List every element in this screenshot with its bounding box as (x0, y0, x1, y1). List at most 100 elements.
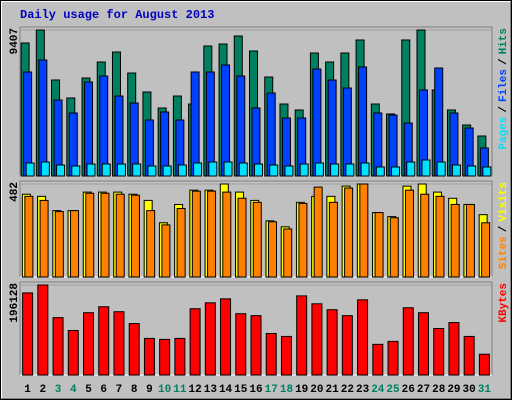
bar (420, 193, 430, 278)
bar (159, 338, 171, 376)
bar (266, 92, 276, 177)
bar (25, 162, 35, 177)
x-tick-label: 12 (188, 384, 201, 396)
bar (451, 164, 461, 177)
x-tick-label: 13 (204, 384, 218, 396)
bar (191, 190, 201, 278)
x-tick-label: 30 (463, 384, 476, 396)
bar (341, 315, 353, 376)
bar (101, 163, 111, 177)
bar (436, 161, 446, 177)
bar (298, 202, 308, 278)
bar (402, 307, 414, 376)
x-tick-label: 18 (280, 384, 294, 396)
legend-entry: Sites (498, 236, 510, 269)
bar (311, 303, 323, 376)
x-tick-label: 31 (478, 384, 492, 396)
bar (23, 71, 33, 177)
bar (37, 284, 49, 376)
x-tick-label: 10 (158, 384, 171, 396)
x-tick-label: 17 (265, 384, 278, 396)
bar (236, 75, 246, 177)
bar (207, 190, 217, 278)
bar (54, 211, 64, 278)
bar (254, 163, 263, 177)
bar (40, 161, 50, 177)
bar (115, 193, 125, 278)
bar (344, 187, 354, 278)
bar (482, 166, 492, 177)
bar (299, 163, 309, 177)
chart-title: Daily usage for August 2013 (20, 8, 214, 22)
bar (205, 71, 215, 177)
bar (132, 163, 142, 177)
legend: KBytes (498, 283, 510, 323)
bar (267, 221, 277, 278)
bar (177, 164, 187, 177)
x-tick-label: 9 (146, 384, 153, 396)
x-tick-label: 14 (219, 384, 233, 396)
legend-entry: KBytes (498, 283, 510, 323)
bar (389, 217, 399, 278)
bar (223, 161, 233, 177)
legend-entry: Visits (498, 182, 510, 222)
bevel (1, 1, 511, 399)
bar (435, 195, 445, 278)
x-tick-label: 1 (24, 384, 31, 396)
legend-separator: / (498, 225, 510, 232)
bar (391, 166, 401, 177)
bar (116, 163, 126, 177)
bar (100, 192, 110, 278)
bar (328, 201, 338, 278)
bar (358, 66, 368, 177)
bar (143, 337, 155, 376)
bar (39, 199, 49, 278)
x-tick-label: 21 (326, 384, 340, 396)
legend-entry: Files (498, 69, 510, 102)
bar (174, 337, 186, 376)
bar (360, 162, 370, 177)
bar (237, 197, 247, 278)
x-tick-label: 20 (310, 384, 323, 396)
bar (406, 161, 416, 177)
y-tick-label: 9407 (9, 28, 21, 54)
bar (326, 309, 338, 376)
x-tick-label: 28 (432, 384, 446, 396)
bar (22, 292, 34, 376)
legend-entry: Pages (498, 117, 510, 150)
bar (84, 81, 94, 177)
x-tick-label: 7 (116, 384, 123, 396)
bar (280, 335, 292, 376)
bar (193, 162, 203, 177)
x-tick-label: 25 (386, 384, 400, 396)
legend: Pages / Files / Hits (498, 28, 510, 150)
x-tick-label: 2 (40, 384, 47, 396)
bar (85, 192, 95, 278)
bar (421, 159, 431, 177)
legend-separator: / (498, 106, 510, 113)
bar (220, 298, 232, 376)
x-tick-label: 5 (85, 384, 92, 396)
bar (238, 162, 248, 177)
x-tick-label: 19 (295, 384, 308, 396)
bar (448, 322, 460, 376)
x-tick-label: 3 (55, 384, 62, 396)
bar (481, 222, 491, 278)
bar (313, 186, 323, 278)
bar (478, 353, 490, 376)
bar (99, 75, 109, 177)
bar (250, 315, 262, 376)
bar (269, 164, 279, 177)
bar (24, 195, 34, 278)
bar (327, 79, 337, 177)
x-tick-label: 24 (371, 384, 385, 396)
bar (70, 210, 80, 278)
bar (204, 302, 216, 376)
bar (130, 194, 140, 278)
bar (86, 163, 96, 177)
bar (67, 329, 79, 376)
bar (296, 295, 308, 376)
x-tick-label: 27 (417, 384, 430, 396)
